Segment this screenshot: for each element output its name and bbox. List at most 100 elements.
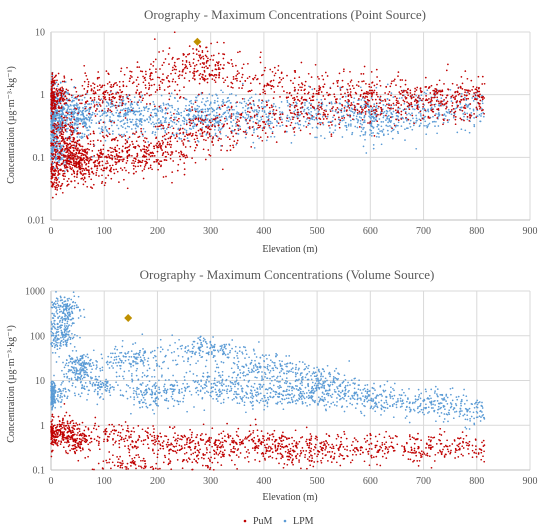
- lpm-point: [246, 117, 249, 120]
- lpm-point: [99, 115, 102, 118]
- pum-point: [350, 102, 353, 104]
- pum-point: [237, 129, 240, 132]
- pum-point: [84, 72, 87, 74]
- lpm-point: [214, 132, 217, 135]
- lpm-point: [459, 106, 462, 109]
- pum-point: [199, 128, 202, 130]
- lpm-point: [340, 107, 343, 110]
- lpm-point: [162, 104, 165, 106]
- pum-point: [99, 84, 101, 86]
- pum-point: [475, 86, 478, 89]
- lpm-point: [424, 120, 427, 123]
- pum-point: [289, 112, 292, 114]
- pum-point: [195, 63, 198, 66]
- pum-point: [101, 109, 104, 112]
- pum-point: [59, 134, 61, 137]
- pum-point: [86, 135, 88, 137]
- lpm-point: [104, 125, 107, 128]
- pum-point: [460, 99, 462, 101]
- pum-point: [204, 158, 207, 161]
- pum-point: [52, 153, 55, 155]
- pum-point: [441, 100, 443, 103]
- pum-point: [397, 100, 399, 102]
- pum-point: [114, 146, 117, 149]
- pum-point: [379, 113, 382, 116]
- pum-point: [410, 101, 413, 104]
- pum-point: [390, 82, 393, 85]
- pum-point: [159, 160, 161, 163]
- lpm-point: [100, 98, 103, 100]
- pum-point: [166, 77, 168, 79]
- pum-point: [230, 105, 233, 108]
- pum-point: [141, 169, 144, 172]
- lpm-point: [244, 105, 247, 107]
- pum-point: [241, 67, 244, 69]
- lpm-point: [420, 122, 422, 125]
- pum-point: [212, 136, 214, 138]
- pum-point: [113, 121, 116, 124]
- pum-point: [172, 66, 174, 69]
- lpm-point: [435, 120, 437, 123]
- pum-point: [277, 122, 280, 125]
- pum-point: [145, 148, 148, 151]
- pum-point: [173, 112, 175, 115]
- pum-point: [118, 80, 121, 83]
- pum-point: [76, 162, 78, 165]
- pum-point: [230, 130, 232, 133]
- pum-point: [221, 168, 224, 171]
- pum-point: [388, 104, 390, 106]
- lpm-point: [65, 390, 67, 393]
- pum-point: [53, 156, 56, 158]
- pum-point: [56, 122, 59, 124]
- lpm-point: [289, 118, 292, 121]
- lpm-point: [133, 96, 136, 99]
- pum-point: [71, 121, 74, 124]
- lpm-point: [381, 130, 383, 132]
- pum-point: [232, 86, 234, 89]
- pum-point: [372, 109, 375, 112]
- lpm-point: [100, 118, 102, 121]
- pum-point: [53, 161, 56, 164]
- pum-point: [208, 125, 211, 128]
- pum-point: [96, 85, 99, 88]
- lpm-point: [75, 117, 78, 120]
- pum-point: [104, 182, 107, 184]
- pum-point: [404, 112, 407, 114]
- lpm-point: [132, 124, 135, 126]
- lpm-point: [419, 113, 422, 115]
- lpm-point: [211, 120, 214, 122]
- pum-point: [411, 114, 414, 117]
- pum-point: [138, 66, 141, 68]
- pum-point: [149, 114, 152, 117]
- pum-point: [55, 165, 58, 168]
- point-source-x-axis-label: Elevation (m): [262, 244, 317, 255]
- pum-point: [215, 135, 218, 137]
- pum-point: [128, 153, 131, 156]
- lpm-point: [217, 129, 220, 131]
- lpm-point: [423, 107, 426, 110]
- pum-point: [157, 140, 160, 143]
- pum-point: [151, 78, 154, 81]
- pum-point: [201, 66, 204, 69]
- pum-point: [188, 63, 191, 66]
- pum-point: [479, 93, 481, 96]
- lpm-point: [227, 106, 230, 109]
- pum-point: [435, 100, 438, 102]
- lpm-point: [121, 100, 124, 103]
- pum-point: [449, 110, 452, 113]
- pum-point: [136, 152, 139, 155]
- pum-point: [164, 145, 167, 148]
- lpm-point: [57, 141, 60, 143]
- pum-point: [332, 82, 335, 85]
- lpm-point: [139, 123, 141, 125]
- lpm-point: [404, 128, 406, 131]
- pum-point: [94, 115, 97, 117]
- pum-point: [76, 166, 78, 169]
- pum-point: [239, 117, 242, 119]
- lpm-point: [91, 111, 94, 114]
- pum-point: [248, 127, 251, 130]
- lpm-point: [215, 108, 218, 111]
- lpm-point: [325, 104, 328, 107]
- pum-point: [451, 82, 454, 85]
- lpm-point: [369, 116, 372, 119]
